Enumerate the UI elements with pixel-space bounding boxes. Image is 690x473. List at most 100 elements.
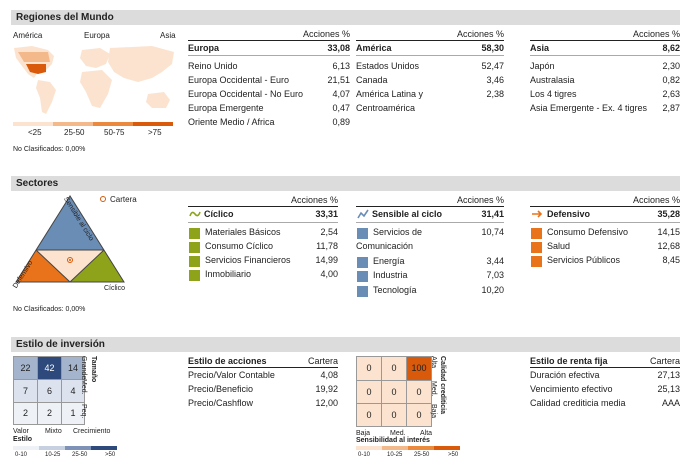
- ciclico-row-label: Consumo Cíclico: [205, 241, 274, 251]
- america-row-label: Estados Unidos: [356, 61, 420, 71]
- cartera-marker-icon: [100, 196, 106, 202]
- asia-row-value: 2,87: [662, 103, 680, 113]
- defensivo-row-value: 12,68: [657, 241, 680, 251]
- sensible-row-value: 10,74: [481, 227, 504, 237]
- consumer-cyclical-icon: [189, 242, 200, 253]
- america-row-label: América Latina y: [356, 89, 424, 99]
- legend-swatch-2: [53, 122, 93, 126]
- divider: [188, 55, 350, 56]
- asia-row-value: 0,82: [662, 75, 680, 85]
- rate-tick-low: Baja: [356, 430, 371, 437]
- scale-label: 25-50: [72, 452, 88, 458]
- scale-label: 10-25: [45, 452, 61, 458]
- sensible-row-label: Tecnología: [373, 285, 417, 295]
- size-axis-label: Tamaño: [90, 356, 97, 383]
- sensible-row-label: Servicios de: [373, 227, 423, 237]
- regions-section-header: Regiones del Mundo: [11, 10, 680, 25]
- fixed-income-row-label: Vencimiento efectivo: [530, 384, 613, 394]
- tri-label-ciclico: Cíclico: [104, 285, 126, 292]
- style-tick-growth: Crecimiento: [73, 428, 111, 435]
- equity-style-row-value: 4,08: [320, 370, 338, 380]
- legend-swatch-1: [13, 122, 53, 126]
- sensible-row-value: 3,44: [486, 256, 504, 266]
- map-australia: [146, 92, 170, 108]
- ciclico-row-value: 4,00: [320, 269, 338, 279]
- bond-scale-label: 0-10: [358, 452, 371, 458]
- sensible-row-label: Energía: [373, 256, 405, 266]
- regions-unclassified: No Clasificados: 0,00%: [13, 146, 86, 153]
- asia-total: 8,62: [662, 43, 680, 53]
- bond-scale-swatch: [408, 446, 434, 450]
- bond-scale-label: >50: [448, 452, 459, 458]
- triangle-inner: [36, 250, 104, 282]
- portfolio-marker: [67, 257, 73, 263]
- bond-cell: 0: [382, 381, 406, 403]
- communication-icon: [357, 228, 368, 239]
- bond-cell: 0: [357, 357, 381, 380]
- energy-icon: [357, 257, 368, 268]
- divider: [530, 55, 680, 56]
- credit-axis-label: Calidad crediticia: [439, 356, 446, 414]
- scale-swatch: [13, 446, 39, 450]
- ciclico-row-label: Materiales Básicos: [205, 227, 281, 237]
- sensible-total: 31,41: [481, 209, 504, 219]
- america-name: América: [356, 43, 392, 53]
- scale-swatch: [39, 446, 65, 450]
- asia-row-label: Japón: [530, 61, 555, 71]
- divider: [356, 40, 504, 41]
- europa-row-value: 0,47: [332, 103, 350, 113]
- europa-name: Europa: [188, 43, 220, 53]
- credit-tick-low: Baja: [430, 404, 437, 419]
- technology-icon: [357, 286, 368, 297]
- triangle-defensivo: [16, 250, 70, 282]
- divider: [530, 222, 680, 223]
- style-tick-value: Valor: [13, 428, 29, 435]
- utilities-icon: [531, 256, 542, 267]
- divider: [530, 367, 680, 368]
- america-col-header: Acciones %: [456, 29, 504, 39]
- bond-cell: 100: [407, 357, 431, 380]
- divider: [188, 222, 338, 223]
- europa-total: 33,08: [327, 43, 350, 53]
- asia-row-label: Australasia: [530, 75, 575, 85]
- equity-style-row-value: 19,92: [315, 384, 338, 394]
- equity-style-row-label: Precio/Valor Contable: [188, 370, 275, 380]
- map-label-europa: Europa: [84, 31, 110, 40]
- defensivo-row-label: Consumo Defensivo: [547, 227, 629, 237]
- europa-col-header: Acciones %: [302, 29, 350, 39]
- scale-label: 0-10: [15, 452, 28, 458]
- asia-row-label: Asia Emergente - Ex. 4 tigres: [530, 103, 648, 113]
- credit-tick-high: Alta: [430, 356, 437, 369]
- fixed-income-row-value: AAA: [661, 398, 680, 408]
- style-cell: 6: [38, 380, 61, 402]
- europa-row-label: Europa Occidental - Euro: [188, 75, 290, 85]
- equity-style-row-label: Precio/Beneficio: [188, 384, 254, 394]
- map-europe: [80, 48, 110, 68]
- fixed-income-row-value: 25,13: [657, 384, 680, 394]
- cartera-legend: Cartera: [110, 195, 137, 204]
- divider: [356, 55, 504, 56]
- europa-row-label: Europa Occidental - No Euro: [188, 89, 304, 99]
- ciclico-total: 33,31: [315, 209, 338, 219]
- style-section-header: Estilo de inversión: [11, 337, 680, 352]
- bond-scale-label: 25-50: [414, 452, 430, 458]
- divider: [530, 206, 680, 207]
- map-africa: [80, 70, 112, 108]
- defensivo-name: Defensivo: [547, 209, 591, 219]
- ciclico-col-header: Acciones %: [290, 195, 338, 205]
- europa-row-value: 21,51: [327, 75, 350, 85]
- size-tick-large: Grande: [80, 356, 87, 380]
- america-row-value: 3,46: [486, 75, 504, 85]
- health-icon: [531, 242, 542, 253]
- asia-row-value: 2,30: [662, 61, 680, 71]
- real-estate-icon: [189, 270, 200, 281]
- map-label-asia: Asia: [160, 31, 176, 40]
- consumer-defensive-icon: [531, 228, 542, 239]
- credit-tick-mid: Med.: [430, 381, 437, 397]
- bond-scale-swatch: [434, 446, 460, 450]
- bond-scale-swatch: [356, 446, 382, 450]
- equity-style-row-value: 12,00: [315, 398, 338, 408]
- divider: [188, 367, 338, 368]
- size-tick-small: Peq.: [80, 404, 87, 419]
- triangle-ciclico: [70, 250, 124, 282]
